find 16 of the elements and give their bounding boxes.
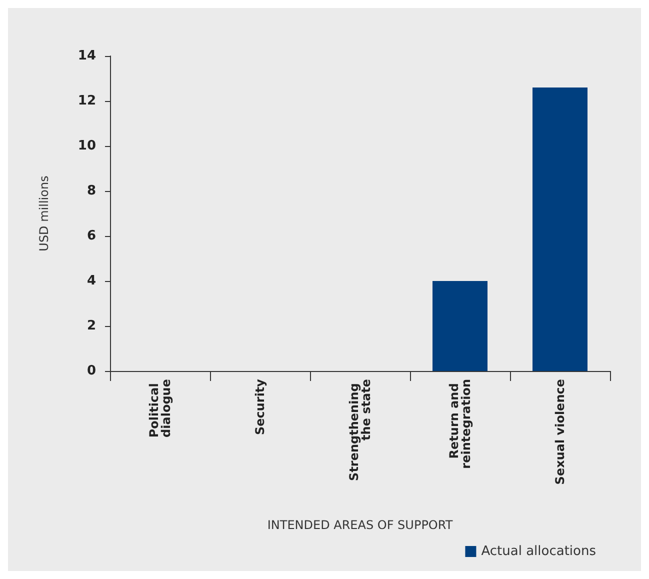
x-axis-title: INTENDED AREAS OF SUPPORT <box>267 518 454 532</box>
y-tick-label: 12 <box>78 94 96 108</box>
y-tick-label: 10 <box>78 138 96 154</box>
y-tick-label: 2 <box>86 318 96 334</box>
x-tick-label: Return and reintegration <box>447 379 473 469</box>
y-tick-label: 14 <box>78 48 96 64</box>
y-tick-label: 8 <box>86 184 96 198</box>
x-tick-label: Strengthening the state <box>347 379 373 481</box>
legend-label: Actual allocations <box>481 544 596 559</box>
x-tick-label: Political dialogue <box>147 379 173 438</box>
y-tick-label: 0 <box>86 364 96 378</box>
x-tick-label: Sexual violence <box>553 379 567 485</box>
y-tick-label: 4 <box>86 274 96 288</box>
x-tick-label: Security <box>253 378 267 436</box>
y-tick-label: 6 <box>86 228 96 244</box>
y-axis-title: USD millions <box>37 176 51 252</box>
